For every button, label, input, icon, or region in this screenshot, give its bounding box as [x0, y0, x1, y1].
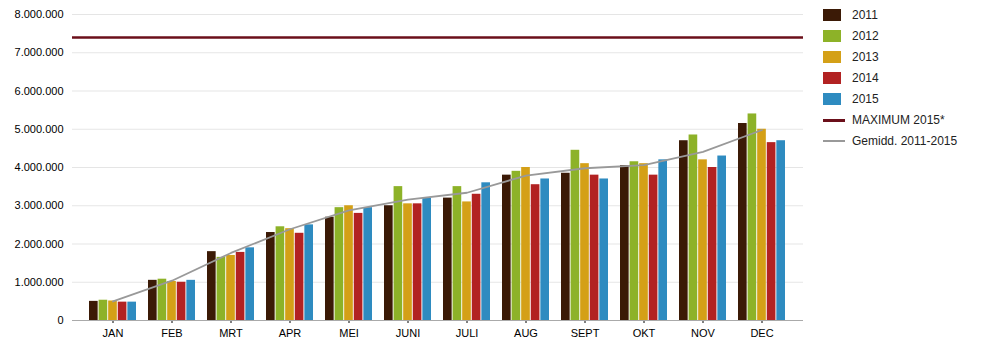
svg-text:AUG: AUG — [514, 327, 538, 339]
svg-text:JUNI: JUNI — [396, 327, 420, 339]
svg-text:7.000.000: 7.000.000 — [15, 46, 64, 58]
svg-text:8.000.000: 8.000.000 — [15, 8, 64, 20]
svg-text:NOV: NOV — [691, 327, 716, 339]
svg-text:6.000.000: 6.000.000 — [15, 85, 64, 97]
svg-text:FEB: FEB — [161, 327, 182, 339]
svg-text:3.000.000: 3.000.000 — [15, 199, 64, 211]
svg-text:2.000.000: 2.000.000 — [15, 238, 64, 250]
html-text:2012: 2012 — [852, 29, 879, 43]
svg-text:MEI: MEI — [339, 327, 359, 339]
svg-text:SEPT: SEPT — [571, 327, 600, 339]
svg-text:APR: APR — [279, 327, 302, 339]
html-text:2011: 2011 — [852, 8, 878, 22]
svg-text:JAN: JAN — [103, 327, 124, 339]
svg-text:5.000.000: 5.000.000 — [15, 123, 64, 135]
html-text:MAXIMUM 2015*: MAXIMUM 2015* — [852, 113, 945, 127]
svg-text:OKT: OKT — [633, 327, 656, 339]
svg-text:DEC: DEC — [750, 327, 773, 339]
html-text:2015: 2015 — [852, 92, 879, 106]
svg-text:0: 0 — [57, 314, 63, 326]
html-text:Gemidd. 2011-2015: Gemidd. 2011-2015 — [852, 134, 958, 148]
html-text:2013: 2013 — [852, 50, 879, 64]
svg-text:MRT: MRT — [219, 327, 243, 339]
svg-text:4.000.000: 4.000.000 — [15, 161, 64, 173]
svg-text:JULI: JULI — [456, 327, 479, 339]
html-text:2014: 2014 — [852, 71, 879, 85]
svg-text:1.000.000: 1.000.000 — [15, 276, 64, 288]
